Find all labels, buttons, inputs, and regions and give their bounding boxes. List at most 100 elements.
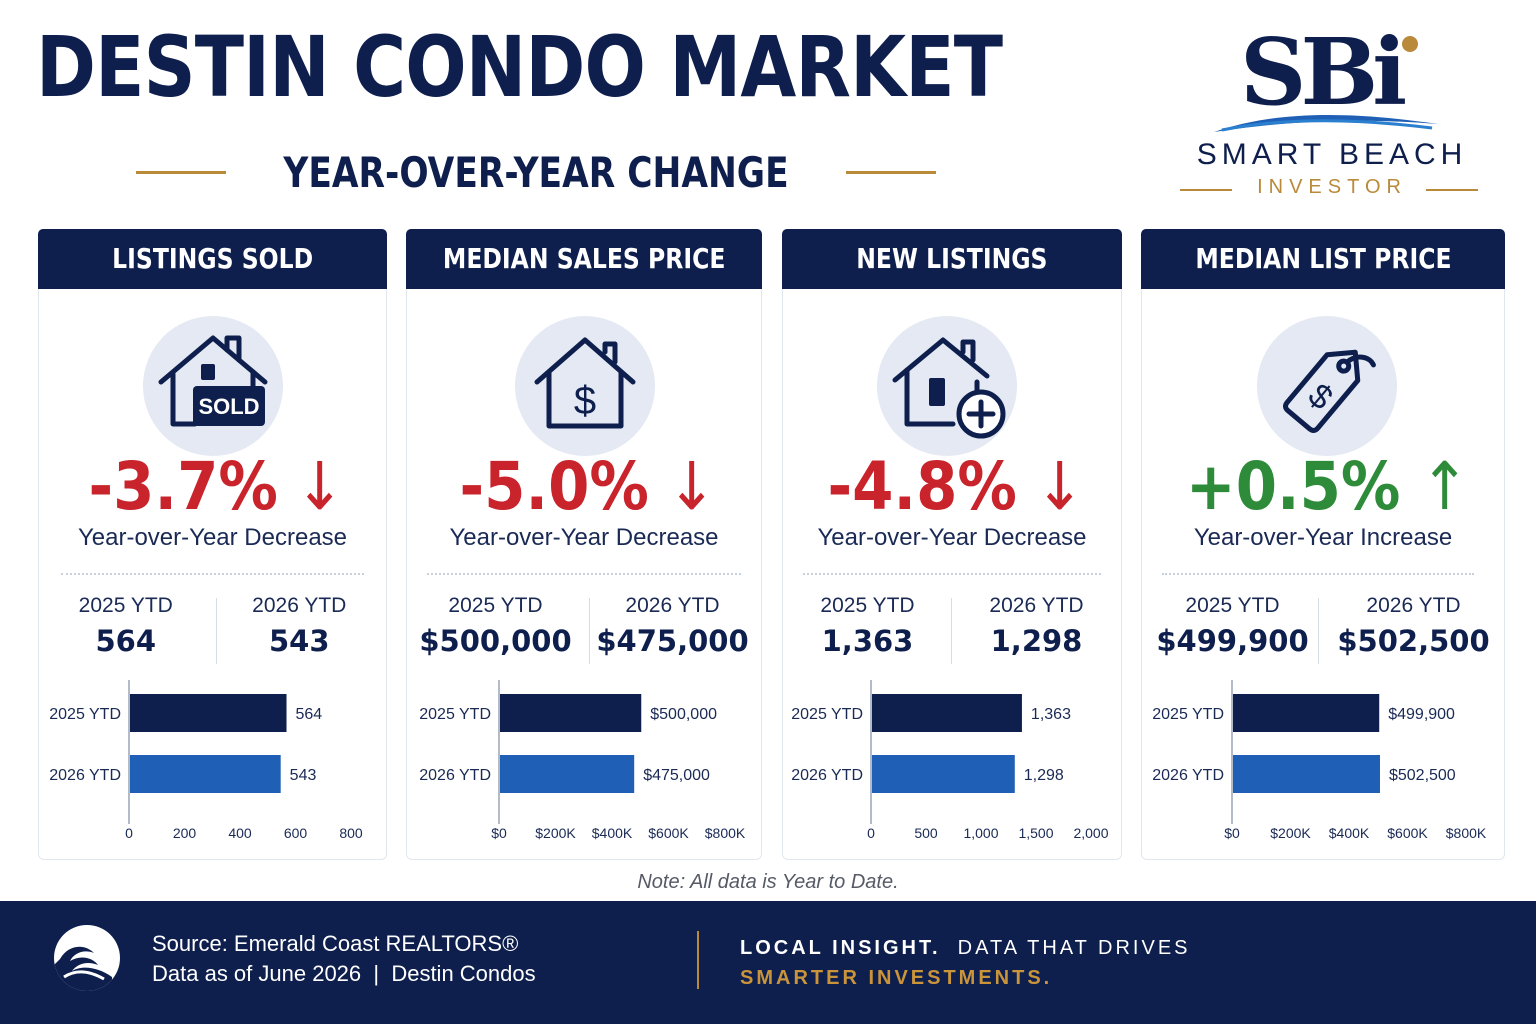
x-tick-label: $200K bbox=[1270, 825, 1311, 841]
bar-value-label: $500,000 bbox=[650, 706, 717, 723]
arrow-down-icon: ↓ bbox=[294, 448, 345, 525]
icon-badge bbox=[877, 316, 1017, 456]
value-label: 2025 YTD bbox=[448, 594, 543, 617]
brand-logo: SBi SMART BEACH INVESTOR bbox=[1172, 18, 1492, 208]
value-number: 564 bbox=[95, 624, 157, 658]
card-new-listings: NEW LISTINGS -4.8% ↓ Year-over-Year Decre… bbox=[782, 229, 1122, 860]
bar bbox=[872, 755, 1015, 793]
category-label: 2025 YTD bbox=[1152, 706, 1224, 723]
change-percent: -4.8% ↓ bbox=[827, 448, 1085, 525]
bar-chart: 2025 YTD 564 2026 YTD 543 0 200 400 600 800 bbox=[49, 680, 363, 841]
subtitle-row: YEAR-OVER-YEAR CHANGE bbox=[136, 140, 936, 204]
bar-chart: 2025 YTD 1,363 2026 YTD 1,298 0 500 1,000 1,500… bbox=[791, 680, 1109, 841]
x-tick-label: $200K bbox=[535, 825, 576, 841]
category-label: 2025 YTD bbox=[419, 706, 491, 723]
category-label: 2026 YTD bbox=[419, 767, 491, 784]
wave-icon bbox=[1214, 114, 1438, 132]
bar bbox=[1233, 694, 1380, 732]
tagline: LOCAL INSIGHT. DATA THAT DRIVES SMARTER … bbox=[740, 933, 1191, 993]
x-tick-label: 1,500 bbox=[1018, 825, 1053, 841]
house-plus-icon bbox=[892, 337, 1006, 439]
x-tick-label: 2,000 bbox=[1073, 825, 1108, 841]
price-tag-icon: $ bbox=[1283, 349, 1376, 433]
house-dollar-icon: $ bbox=[534, 337, 636, 429]
tagline-bold: LOCAL INSIGHT. bbox=[740, 937, 941, 959]
x-tick-label: $600K bbox=[1387, 825, 1428, 841]
value-2025: 2025 YTD 564 bbox=[39, 594, 213, 658]
dollar-sign: $ bbox=[574, 379, 596, 423]
divider bbox=[61, 573, 364, 575]
bar-value-label: 564 bbox=[296, 706, 323, 723]
bar-value-label: 1,363 bbox=[1031, 706, 1071, 723]
value-2025: 2025 YTD 1,363 bbox=[783, 594, 952, 658]
bar bbox=[130, 694, 287, 732]
x-tick-label: $400K bbox=[592, 825, 633, 841]
bar-value-label: $475,000 bbox=[643, 767, 710, 784]
card-median-list-price: MEDIAN LIST PRICE $ +0.5% ↑ Year-over-Yea… bbox=[1141, 229, 1505, 860]
subtitle-rule-left bbox=[136, 171, 226, 174]
value-2025: 2025 YTD $499,900 bbox=[1142, 594, 1323, 658]
category-label: 2026 YTD bbox=[791, 767, 863, 784]
bar-chart: 2025 YTD $499,900 2026 YTD $502,500 $0 $200K $… bbox=[1152, 680, 1487, 841]
footnote: Note: All data is Year to Date. bbox=[637, 871, 899, 893]
bar bbox=[130, 755, 281, 793]
icon-badge: $ bbox=[1257, 316, 1397, 456]
logo-rule-right bbox=[1426, 189, 1478, 191]
house-sold-icon: SOLD bbox=[158, 335, 268, 427]
category-label: 2025 YTD bbox=[49, 706, 121, 723]
bar-value-label: $502,500 bbox=[1389, 767, 1456, 784]
logo-mark: SBi bbox=[1240, 18, 1407, 126]
card-listings-sold: LISTINGS SOLD SOLD -3.7% ↓ Year-over-Year… bbox=[38, 229, 387, 860]
category-label: 2026 YTD bbox=[49, 767, 121, 784]
value-label: 2025 YTD bbox=[1185, 594, 1280, 617]
value-2026: 2026 YTD $502,500 bbox=[1323, 594, 1504, 658]
value-label: 2026 YTD bbox=[252, 594, 347, 617]
x-tick-label: 200 bbox=[173, 825, 197, 841]
tagline-rest: DATA THAT DRIVES bbox=[957, 937, 1191, 959]
value-number: $502,500 bbox=[1337, 624, 1490, 658]
bar-value-label: 1,298 bbox=[1024, 767, 1064, 784]
sold-sign-text: SOLD bbox=[198, 394, 259, 419]
logo-rule-left bbox=[1180, 189, 1232, 191]
icon-badge: $ bbox=[515, 316, 655, 456]
arrow-down-icon: ↓ bbox=[1034, 448, 1085, 525]
value-number: $475,000 bbox=[596, 624, 749, 658]
value-2026: 2026 YTD 1,298 bbox=[952, 594, 1121, 658]
x-tick-label: 0 bbox=[867, 825, 875, 841]
bar bbox=[500, 755, 635, 793]
divider bbox=[803, 573, 1101, 575]
footer: Source: Emerald Coast REALTORS® Data as … bbox=[0, 901, 1536, 1024]
bar-chart: 2025 YTD $500,000 2026 YTD $475,000 $0 $200K $… bbox=[419, 680, 746, 841]
x-tick-label: $800K bbox=[705, 825, 746, 841]
change-caption: Year-over-Year Decrease bbox=[817, 524, 1087, 551]
divider bbox=[1162, 573, 1474, 575]
icon-badge: SOLD bbox=[143, 316, 283, 456]
change-percent: +0.5% ↑ bbox=[1186, 448, 1470, 525]
divider bbox=[427, 573, 741, 575]
logo-dot bbox=[1402, 36, 1418, 52]
category-label: 2026 YTD bbox=[1152, 767, 1224, 784]
value-2026: 2026 YTD 543 bbox=[213, 594, 387, 658]
page-title: DESTIN CONDO MARKET bbox=[36, 18, 1003, 116]
x-tick-label: 800 bbox=[339, 825, 363, 841]
value-number: 543 bbox=[268, 624, 330, 658]
value-label: 2025 YTD bbox=[78, 594, 173, 617]
value-divider bbox=[951, 598, 952, 664]
footer-divider bbox=[697, 931, 699, 989]
change-percent: -5.0% ↓ bbox=[459, 448, 717, 525]
logo-sub: INVESTOR bbox=[1257, 176, 1407, 198]
arrow-up-icon: ↑ bbox=[1419, 448, 1470, 525]
card-title: LISTINGS SOLD bbox=[38, 229, 387, 289]
bar-value-label: 543 bbox=[290, 767, 317, 784]
subtitle-rule-right bbox=[846, 171, 936, 174]
value-2026: 2026 YTD $475,000 bbox=[584, 594, 761, 658]
change-percent: -3.7% ↓ bbox=[88, 448, 345, 525]
category-label: 2025 YTD bbox=[791, 706, 863, 723]
source-line: Source: Emerald Coast REALTORS® bbox=[152, 931, 519, 956]
x-tick-label: 600 bbox=[284, 825, 308, 841]
logo-sub-row: INVESTOR bbox=[1172, 176, 1492, 202]
bar bbox=[1233, 755, 1380, 793]
value-label: 2026 YTD bbox=[625, 594, 720, 617]
x-tick-label: $600K bbox=[648, 825, 689, 841]
wave-logo-icon bbox=[54, 925, 120, 991]
